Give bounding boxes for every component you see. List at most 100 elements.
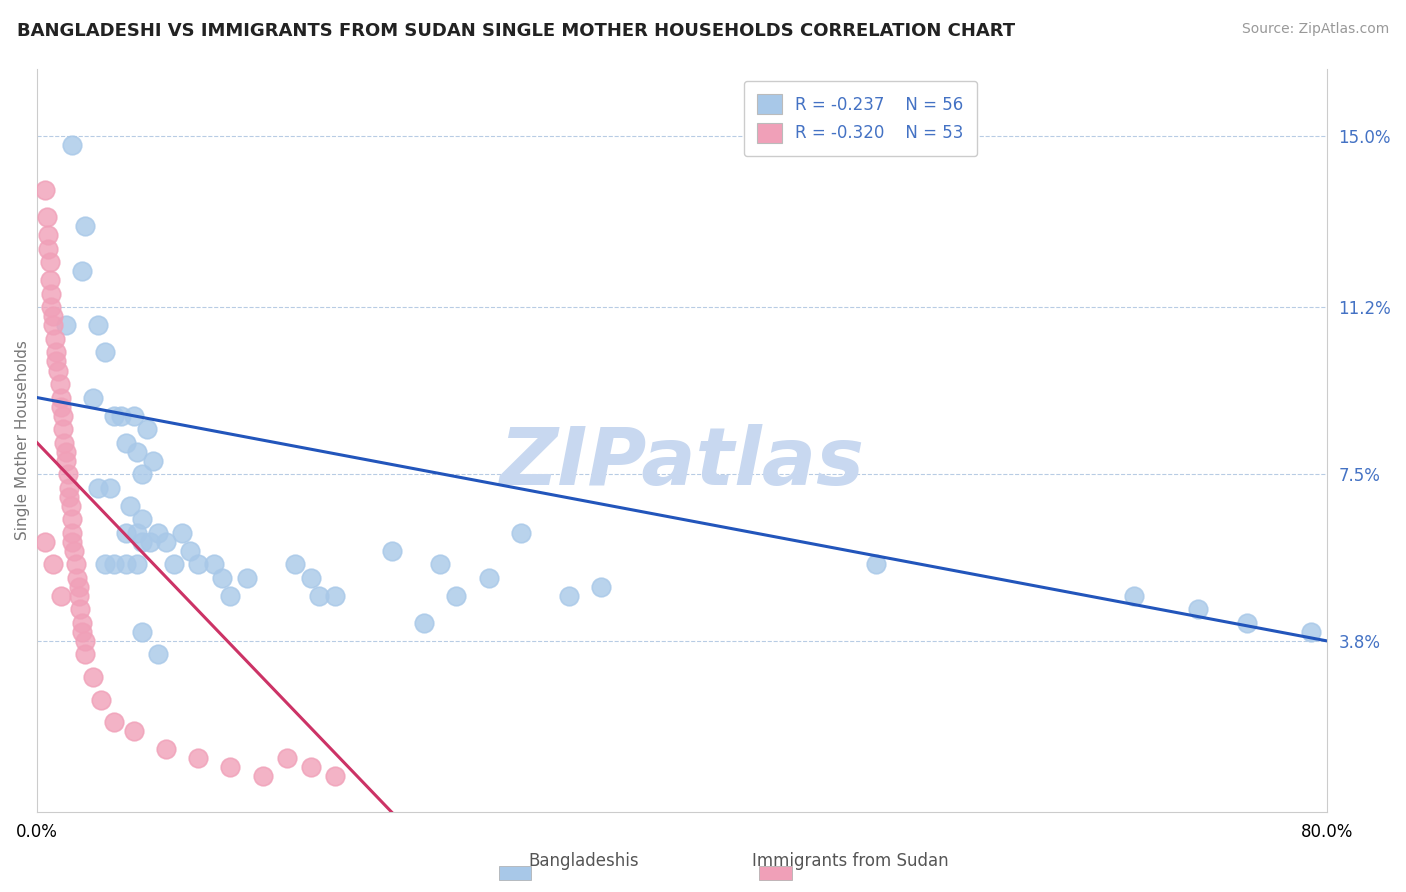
Point [52, 422, 75, 436]
Point [58, 490, 80, 504]
Point [65, 558, 87, 572]
Point [114, 435, 136, 450]
Point [308, 589, 330, 603]
Point [235, 571, 257, 585]
Point [67, 580, 90, 594]
Point [66, 571, 89, 585]
Point [87, 318, 110, 333]
Point [114, 525, 136, 540]
Point [49, 400, 72, 414]
Point [59, 499, 82, 513]
Point [179, 543, 201, 558]
Point [323, 769, 346, 783]
Point [591, 580, 613, 594]
Point [42, 318, 65, 333]
Point [70, 615, 93, 630]
Point [48, 377, 70, 392]
Point [122, 724, 145, 739]
Point [37, 228, 59, 243]
Point [1299, 624, 1322, 639]
Point [125, 444, 148, 458]
Point [103, 714, 125, 729]
Point [172, 525, 194, 540]
Point [49, 589, 72, 603]
Point [202, 558, 225, 572]
Point [163, 558, 186, 572]
Point [58, 481, 80, 495]
Point [142, 453, 165, 467]
Point [82, 391, 104, 405]
Point [120, 499, 142, 513]
Point [38, 273, 60, 287]
Point [56, 467, 79, 482]
Point [34, 183, 56, 197]
Point [45, 345, 67, 359]
Point [52, 409, 75, 423]
Point [75, 648, 97, 662]
Point [139, 534, 162, 549]
Y-axis label: Single Mother Households: Single Mother Households [15, 341, 30, 541]
Point [1236, 615, 1258, 630]
Point [41, 286, 63, 301]
Point [131, 534, 153, 549]
Point [62, 512, 84, 526]
Point [558, 589, 581, 603]
Point [135, 422, 157, 436]
Point [55, 318, 77, 333]
Point [125, 525, 148, 540]
Point [93, 345, 115, 359]
Point [45, 354, 67, 368]
Point [252, 769, 274, 783]
Point [125, 558, 148, 572]
Point [381, 543, 404, 558]
Point [413, 615, 436, 630]
Point [82, 670, 104, 684]
Point [103, 558, 125, 572]
Point [63, 543, 86, 558]
Point [90, 692, 112, 706]
Point [55, 444, 77, 458]
Point [131, 512, 153, 526]
Point [62, 534, 84, 549]
Point [446, 589, 468, 603]
Point [477, 571, 499, 585]
Point [219, 760, 242, 774]
Point [46, 363, 69, 377]
Point [98, 481, 121, 495]
Point [429, 558, 451, 572]
Point [49, 391, 72, 405]
Point [187, 558, 209, 572]
Point [67, 589, 90, 603]
Point [75, 634, 97, 648]
Point [42, 310, 65, 324]
Point [34, 534, 56, 549]
Point [131, 624, 153, 639]
Point [509, 525, 531, 540]
Point [323, 589, 346, 603]
Point [93, 558, 115, 572]
Point [37, 242, 59, 256]
Point [1122, 589, 1144, 603]
Point [87, 481, 110, 495]
Point [276, 751, 298, 765]
Point [865, 558, 887, 572]
Text: BANGLADESHI VS IMMIGRANTS FROM SUDAN SINGLE MOTHER HOUSEHOLDS CORRELATION CHART: BANGLADESHI VS IMMIGRANTS FROM SUDAN SIN… [17, 22, 1015, 40]
Point [69, 602, 91, 616]
Point [114, 558, 136, 572]
Text: Bangladeshis: Bangladeshis [529, 852, 638, 870]
Point [53, 435, 76, 450]
Point [219, 589, 242, 603]
Point [155, 742, 177, 756]
Point [38, 255, 60, 269]
Point [42, 558, 65, 572]
Point [55, 453, 77, 467]
Point [187, 751, 209, 765]
Point [299, 571, 322, 585]
Text: Source: ZipAtlas.com: Source: ZipAtlas.com [1241, 22, 1389, 37]
Point [70, 264, 93, 278]
Text: Immigrants from Sudan: Immigrants from Sudan [752, 852, 949, 870]
Point [146, 648, 169, 662]
Point [44, 332, 66, 346]
Point [131, 467, 153, 482]
Point [122, 409, 145, 423]
